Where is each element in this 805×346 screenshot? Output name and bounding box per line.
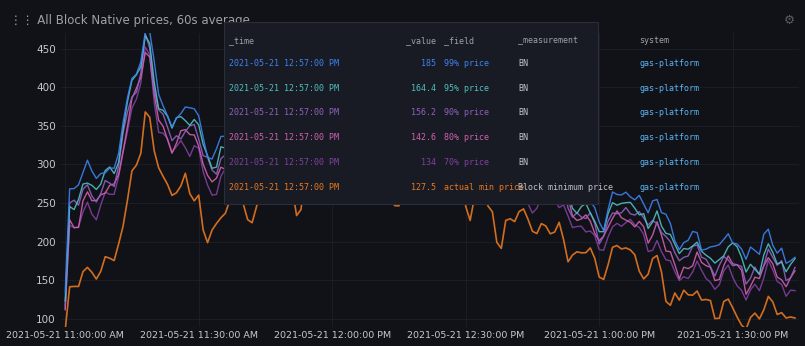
Text: 2021-05-21 12:57:00 PM: 2021-05-21 12:57:00 PM bbox=[229, 158, 339, 167]
Text: 2021-05-21 12:57:00 PM: 2021-05-21 12:57:00 PM bbox=[229, 108, 339, 117]
Text: 70% price: 70% price bbox=[444, 158, 489, 167]
Text: 95% price: 95% price bbox=[444, 83, 489, 92]
Text: ⋮⋮ All Block Native prices, 60s average: ⋮⋮ All Block Native prices, 60s average bbox=[10, 14, 250, 27]
Text: 164.4: 164.4 bbox=[411, 83, 436, 92]
Text: BN: BN bbox=[518, 158, 528, 167]
Text: 185: 185 bbox=[421, 58, 436, 67]
Text: BN: BN bbox=[518, 58, 528, 67]
Text: _measurement: _measurement bbox=[518, 36, 579, 45]
Text: 134: 134 bbox=[421, 158, 436, 167]
Text: _value: _value bbox=[406, 36, 436, 45]
Text: system: system bbox=[639, 36, 669, 45]
Text: gas-platform: gas-platform bbox=[639, 183, 700, 192]
Text: 2021-05-21 12:57:00 PM: 2021-05-21 12:57:00 PM bbox=[229, 58, 339, 67]
Text: 127.5: 127.5 bbox=[411, 183, 436, 192]
Text: 142.6: 142.6 bbox=[411, 133, 436, 142]
Text: BN: BN bbox=[518, 108, 528, 117]
Text: 2021-05-21 12:57:00 PM: 2021-05-21 12:57:00 PM bbox=[229, 183, 339, 192]
Text: Block minimum price: Block minimum price bbox=[518, 183, 613, 192]
Text: 80% price: 80% price bbox=[444, 133, 489, 142]
Text: 99% price: 99% price bbox=[444, 58, 489, 67]
Text: 90% price: 90% price bbox=[444, 108, 489, 117]
Text: gas-platform: gas-platform bbox=[639, 108, 700, 117]
Text: gas-platform: gas-platform bbox=[639, 133, 700, 142]
Text: BN: BN bbox=[518, 133, 528, 142]
Text: gas-platform: gas-platform bbox=[639, 158, 700, 167]
Text: actual min price: actual min price bbox=[444, 183, 523, 192]
Text: BN: BN bbox=[518, 83, 528, 92]
Text: _time: _time bbox=[229, 36, 254, 45]
Text: gas-platform: gas-platform bbox=[639, 83, 700, 92]
Text: gas-platform: gas-platform bbox=[639, 58, 700, 67]
Text: 2021-05-21 12:57:00 PM: 2021-05-21 12:57:00 PM bbox=[229, 83, 339, 92]
Text: _field: _field bbox=[444, 36, 473, 45]
Text: 156.2: 156.2 bbox=[411, 108, 436, 117]
Text: ⚙: ⚙ bbox=[784, 14, 795, 27]
Text: 2021-05-21 12:57:00 PM: 2021-05-21 12:57:00 PM bbox=[229, 133, 339, 142]
